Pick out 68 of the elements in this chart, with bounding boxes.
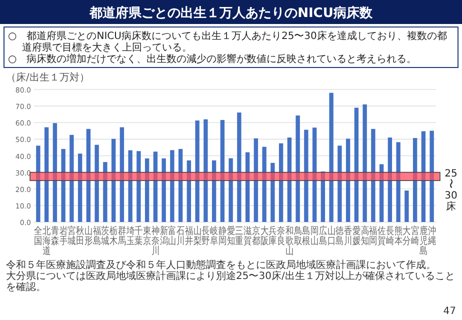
x-tick-label: 北海道 [42,225,51,258]
bar [371,128,376,222]
x-tick-label: 大分 [402,225,411,248]
x-tick-label: 兵庫 [268,225,277,248]
x-tick-label: 京都 [252,225,260,248]
bar [404,190,409,222]
x-tick-label: 香川 [344,225,352,248]
x-tick-label: 愛知 [226,225,235,248]
x-tick-label: 富山 [168,225,176,248]
x-tick-label: 三重 [235,226,244,248]
x-tick-label: 島根 [302,225,310,248]
text: ○ 都道府県ごとのNICU病床数についても出生１万人あたり25〜30床を達成しており、複数の都道府県で目標を大きく上回っている。 [8,30,447,54]
bar [296,116,300,222]
x-tick-label: 群馬 [117,225,126,248]
text: ○ 病床数の増加だけでなく、出生数の減少の影響が数値に反映されていると考えられる。 [8,53,417,65]
x-tick-label: 長野 [202,225,210,248]
x-tick-label: 山口 [327,225,336,248]
text: 令和５年医療施設調査及び令和５年人口動態調査をもとに医政局地域医療計画課において作成。 [6,259,436,271]
band-label: 25〜30床 [444,168,458,212]
x-tick-label: 福井 [184,225,193,248]
x-tick-label: 全国 [34,225,42,248]
x-tick-label: 栃木 [110,225,118,248]
bar [237,112,242,222]
bar [204,119,208,222]
text: 大分県については医政局地域医療計画課により別途25〜30床/出生１万対以上が確保されていることを確認。 [6,270,455,293]
x-tick-label: 福島 [92,225,101,248]
x-tick-label: 沖縄 [426,225,436,248]
x-tick-label: 宮城 [66,225,76,248]
x-tick-label: 千葉 [134,225,143,248]
x-tick-label: 鳥取 [292,225,302,248]
x-tick-label: 広島 [318,225,327,248]
x-tick-label: 山形 [84,225,92,248]
x-tick-label: 熊本 [394,225,402,248]
x-tick-label: 佐賀 [378,225,386,248]
x-tick-label: 長崎 [386,225,394,248]
bar [70,134,74,222]
x-tick-label: 宮崎 [411,225,420,248]
x-tick-label: 徳島 [336,225,344,248]
x-tick-label: 福岡 [369,225,378,248]
x-tick-label: 青森 [50,225,59,248]
x-tick-label: 愛媛 [352,225,360,248]
bar [329,92,334,222]
x-tick-label: 岩手 [59,225,68,248]
x-tick-label: 茨城 [100,225,110,248]
bar [396,142,400,222]
x-tick-label: 岡山 [310,226,319,248]
x-tick-label: 鹿児島 [419,225,428,258]
x-tick-label: 岐阜 [210,225,218,248]
text: 47 [443,306,456,317]
x-tick-label: 奈良 [277,225,286,248]
x-tick-label: 秋田 [76,225,84,248]
bar [430,130,434,222]
x-tick-label: 高知 [360,225,369,248]
x-tick-label: 新潟 [160,225,168,248]
x-tick-label: 大阪 [260,225,268,248]
chart-title: 都道府県ごとの出生１万人あたりのNICU病床数 [88,5,374,21]
y-axis-title: （床/出生１万対） [6,72,90,84]
x-tick-label: 滋賀 [244,225,252,248]
x-tick-label: 石川 [176,226,185,248]
x-tick-label: 埼玉 [125,225,134,248]
bar [362,104,367,222]
bar [304,130,308,222]
x-tick-label: 山梨 [193,225,202,248]
x-tick-label: 静岡 [218,225,226,248]
x-tick-label: 神奈川 [151,225,160,258]
x-tick-label: 東京 [143,225,152,248]
bar [195,120,200,222]
x-tick-label: 和歌山 [285,225,294,258]
